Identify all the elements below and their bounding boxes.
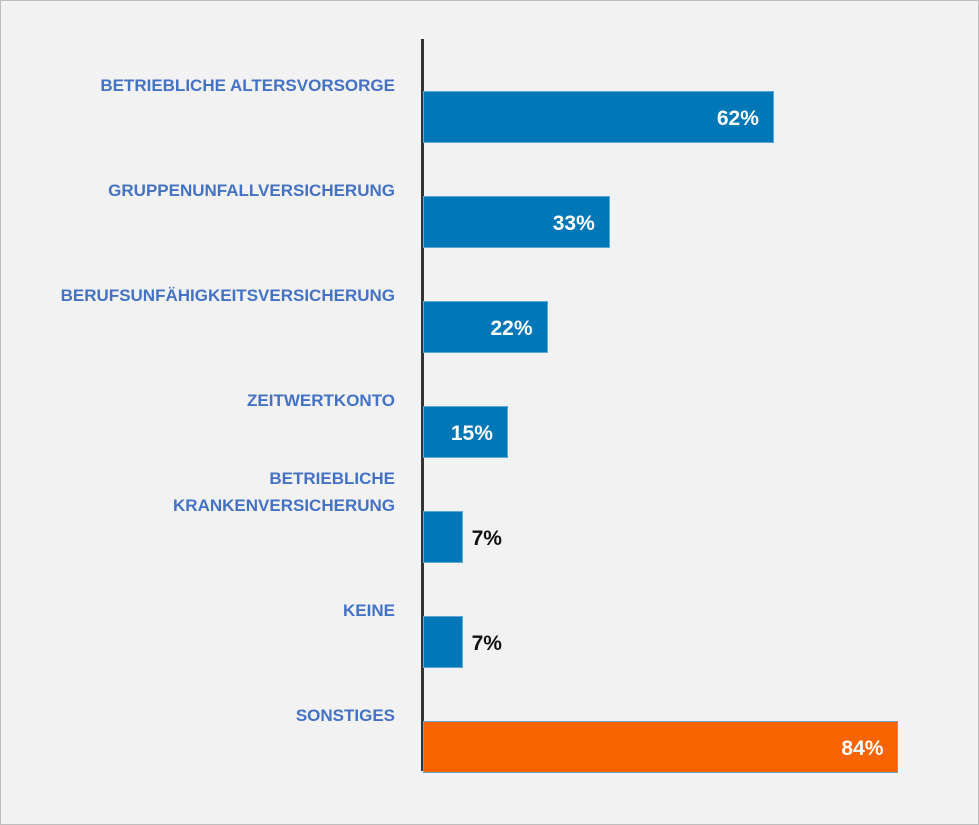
bar	[423, 511, 463, 563]
category-label: GRUPPENUNFALLVERSICHERUNG	[108, 181, 395, 200]
axis-line	[421, 39, 424, 771]
bar	[423, 196, 610, 248]
bar	[423, 301, 548, 353]
category-label: BETRIEBLICHE ALTERSVORSORGE	[100, 76, 395, 95]
bar	[423, 721, 899, 773]
category-label: SONSTIGES	[295, 706, 395, 725]
value-label: 7%	[471, 527, 502, 550]
value-label: 22%	[490, 317, 533, 340]
value-label: 84%	[841, 737, 884, 760]
value-label: 15%	[450, 422, 493, 445]
category-label: KEINE	[343, 601, 395, 620]
value-label: 7%	[471, 632, 502, 655]
value-label: 33%	[552, 212, 595, 235]
category-label: BETRIEBLICHE KRANKENVERSICHERUNG	[173, 469, 395, 515]
value-label: 62%	[716, 107, 759, 130]
bar	[423, 406, 508, 458]
bar	[423, 91, 774, 143]
category-label: ZEITWERTKONTO	[247, 391, 395, 410]
category-label: BERUFSUNFÄHIGKEITSVERSICHERUNG	[60, 286, 395, 305]
bar	[423, 616, 463, 668]
